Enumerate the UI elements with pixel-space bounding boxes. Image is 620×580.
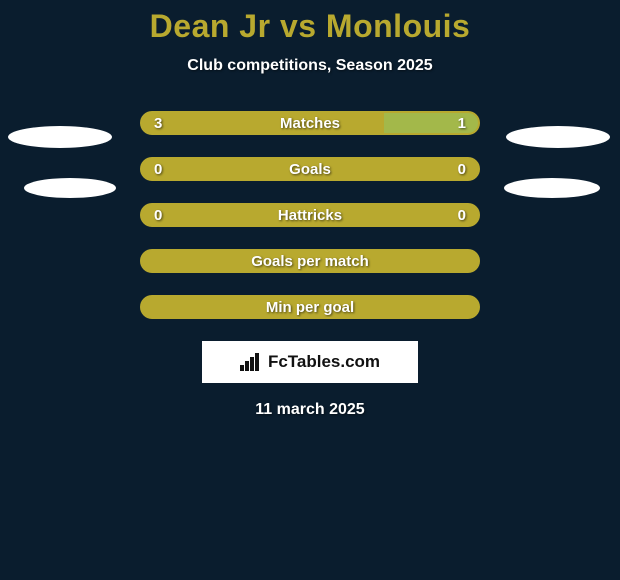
stat-bar-left <box>142 297 478 317</box>
stat-bar-left <box>142 205 478 225</box>
avatar-placeholder <box>24 178 116 198</box>
branding-text: FcTables.com <box>268 352 380 372</box>
avatar-placeholder <box>8 126 112 148</box>
avatar-placeholder <box>504 178 600 198</box>
chart-icon <box>240 353 262 371</box>
subtitle: Club competitions, Season 2025 <box>0 57 620 75</box>
stat-bar-left <box>142 251 478 271</box>
comparison-card: Dean Jr vs Monlouis Club competitions, S… <box>0 0 620 580</box>
page-title: Dean Jr vs Monlouis <box>0 8 620 45</box>
stat-row: Goals per match <box>0 249 620 273</box>
stat-bar: Goals00 <box>140 157 480 181</box>
stat-bar-left <box>142 159 478 179</box>
stat-bar: Hattricks00 <box>140 203 480 227</box>
stat-bar: Matches31 <box>140 111 480 135</box>
stat-row: Min per goal <box>0 295 620 319</box>
branding-badge: FcTables.com <box>202 341 418 383</box>
stat-row: Hattricks00 <box>0 203 620 227</box>
stat-bar-left <box>142 113 384 133</box>
date-text: 11 march 2025 <box>0 401 620 419</box>
stat-row: Goals00 <box>0 157 620 181</box>
stat-bar: Goals per match <box>140 249 480 273</box>
stat-bar-right <box>384 113 478 133</box>
avatar-placeholder <box>506 126 610 148</box>
stat-bar: Min per goal <box>140 295 480 319</box>
